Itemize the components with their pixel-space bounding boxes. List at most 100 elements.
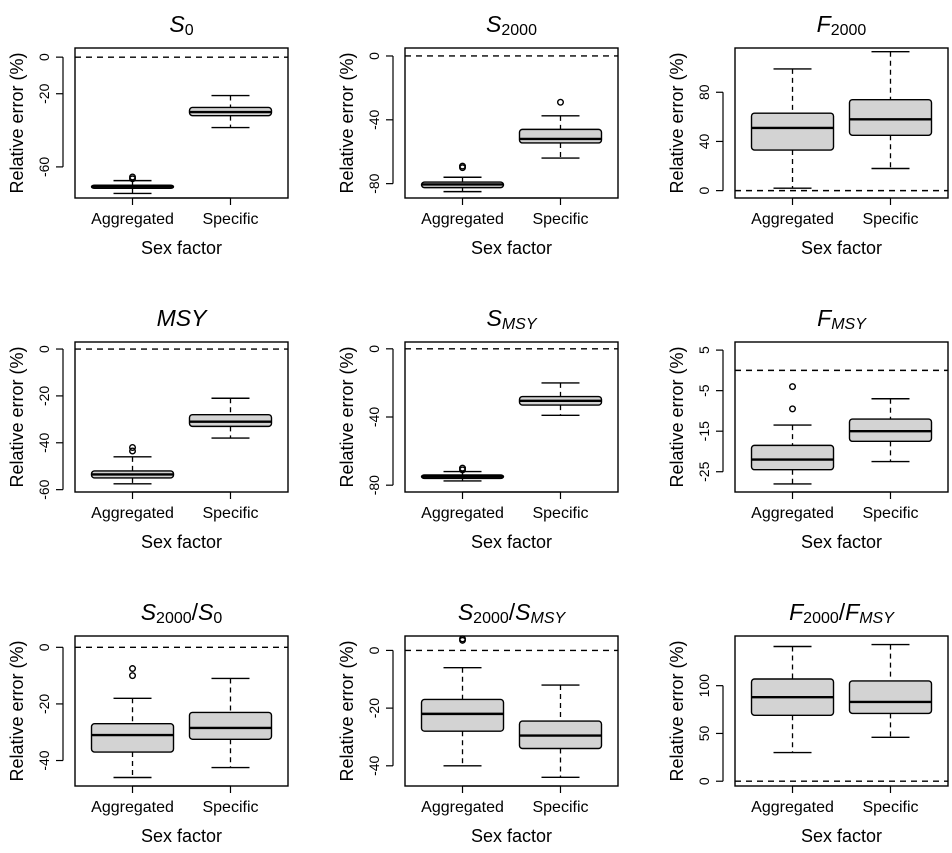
- chart-title: S2000: [486, 11, 537, 39]
- box-iqr: [848, 98, 933, 136]
- title-part: S: [458, 599, 474, 625]
- title-part: MSY: [831, 316, 867, 333]
- plot-frame: [404, 341, 619, 493]
- box-specific: [518, 382, 603, 416]
- x-category-label: Specific: [202, 799, 258, 816]
- box-aggregated: [420, 162, 505, 193]
- title-part: 0: [213, 610, 222, 627]
- title-part: S: [198, 599, 214, 625]
- outlier-point: [459, 164, 467, 172]
- x-category-label: Aggregated: [91, 211, 174, 228]
- outlier-point: [789, 383, 797, 391]
- y-tick-label: 80: [696, 84, 712, 100]
- outlier-point: [129, 672, 137, 680]
- y-tick-label: -60: [36, 157, 52, 177]
- box-iqr: [750, 112, 835, 151]
- title-part: 2000: [156, 610, 192, 627]
- outlier-point: [556, 98, 564, 106]
- outlier-point: [129, 447, 137, 455]
- plot-frame: [74, 341, 289, 493]
- y-tick-label: -40: [366, 109, 382, 129]
- title-part: 2000: [831, 22, 867, 39]
- title-part: MSY: [157, 305, 209, 331]
- x-axis-label: Sex factor: [471, 826, 552, 846]
- x-category-label: Aggregated: [421, 799, 504, 816]
- box-iqr: [848, 680, 933, 715]
- outlier-point: [129, 443, 137, 451]
- x-category-label: Aggregated: [421, 505, 504, 522]
- y-axis-label: Relative error (%): [337, 346, 357, 487]
- y-axis-label: Relative error (%): [7, 640, 27, 781]
- title-part: 0: [185, 22, 194, 39]
- x-category-label: Aggregated: [751, 799, 834, 816]
- title-part: /: [509, 599, 516, 625]
- chart-title: F2000: [817, 11, 867, 39]
- box-aggregated: [90, 173, 175, 195]
- outlier-point: [129, 175, 137, 183]
- box-specific: [518, 684, 603, 779]
- x-category-label: Specific: [862, 799, 918, 816]
- chart-title: FMSY: [817, 305, 867, 333]
- y-tick-label: 50: [696, 725, 712, 741]
- y-tick-label: -80: [366, 475, 382, 495]
- y-axis-label: Relative error (%): [7, 346, 27, 487]
- chart-panel-4: MSY 0 -20 -40 -60 Relative error (%) Aggregate…: [7, 305, 289, 552]
- box-specific: [188, 94, 273, 129]
- y-tick-label: 0: [696, 777, 712, 785]
- y-tick-label: -5: [696, 384, 712, 397]
- x-category-label: Aggregated: [751, 211, 834, 228]
- chart-title: S2000/SMSY: [458, 599, 567, 627]
- y-tick-label: -20: [36, 83, 52, 103]
- x-category-label: Specific: [532, 799, 588, 816]
- x-category-label: Specific: [862, 505, 918, 522]
- y-tick-label: -20: [36, 694, 52, 714]
- box-specific: [188, 397, 273, 439]
- title-part: F: [789, 599, 805, 625]
- box-iqr: [188, 711, 273, 741]
- y-tick-label: -60: [36, 479, 52, 499]
- title-part: F: [845, 599, 861, 625]
- x-category-label: Specific: [532, 505, 588, 522]
- x-category-label: Specific: [862, 211, 918, 228]
- chart-panel-2: S2000 0 -40 -80 Relative error (%) Aggregated…: [337, 11, 619, 258]
- x-axis-label: Sex factor: [141, 238, 222, 258]
- y-axis-label: Relative error (%): [667, 346, 687, 487]
- title-part: 2000: [501, 22, 537, 39]
- plot-frame: [404, 47, 619, 199]
- outlier-point: [129, 665, 137, 673]
- y-tick-label: 40: [696, 133, 712, 149]
- y-tick-label: -25: [696, 461, 712, 481]
- plot-frame: [734, 47, 949, 199]
- box-iqr: [420, 698, 505, 732]
- y-axis-label: Relative error (%): [337, 640, 357, 781]
- title-part: S: [141, 599, 157, 625]
- y-tick-label: -20: [366, 698, 382, 718]
- x-category-label: Aggregated: [751, 505, 834, 522]
- y-tick-label: -15: [696, 421, 712, 441]
- y-axis-label: Relative error (%): [667, 52, 687, 193]
- y-tick-label: 5: [696, 346, 712, 354]
- y-tick-label: -80: [366, 173, 382, 193]
- x-axis-label: Sex factor: [801, 826, 882, 846]
- chart-panel-5: SMSY 0 -40 -80 Relative error (%) Aggregated S…: [337, 305, 619, 552]
- x-category-label: Specific: [202, 505, 258, 522]
- plot-frame: [734, 635, 949, 787]
- plot-frame: [74, 635, 289, 787]
- title-part: /: [839, 599, 846, 625]
- box-aggregated: [420, 464, 505, 482]
- y-axis-label: Relative error (%): [337, 52, 357, 193]
- chart-panel-3: F2000 0 40 80 Relative error (%) Aggregated Sp…: [667, 11, 949, 258]
- title-part: S: [515, 599, 531, 625]
- y-tick-label: 0: [366, 646, 382, 654]
- title-part: /: [192, 599, 199, 625]
- x-axis-label: Sex factor: [801, 532, 882, 552]
- box-aggregated: [420, 635, 505, 767]
- y-tick-label: 0: [36, 345, 52, 353]
- plot-frame: [404, 635, 619, 787]
- box-specific: [188, 677, 273, 769]
- outlier-point: [459, 466, 467, 474]
